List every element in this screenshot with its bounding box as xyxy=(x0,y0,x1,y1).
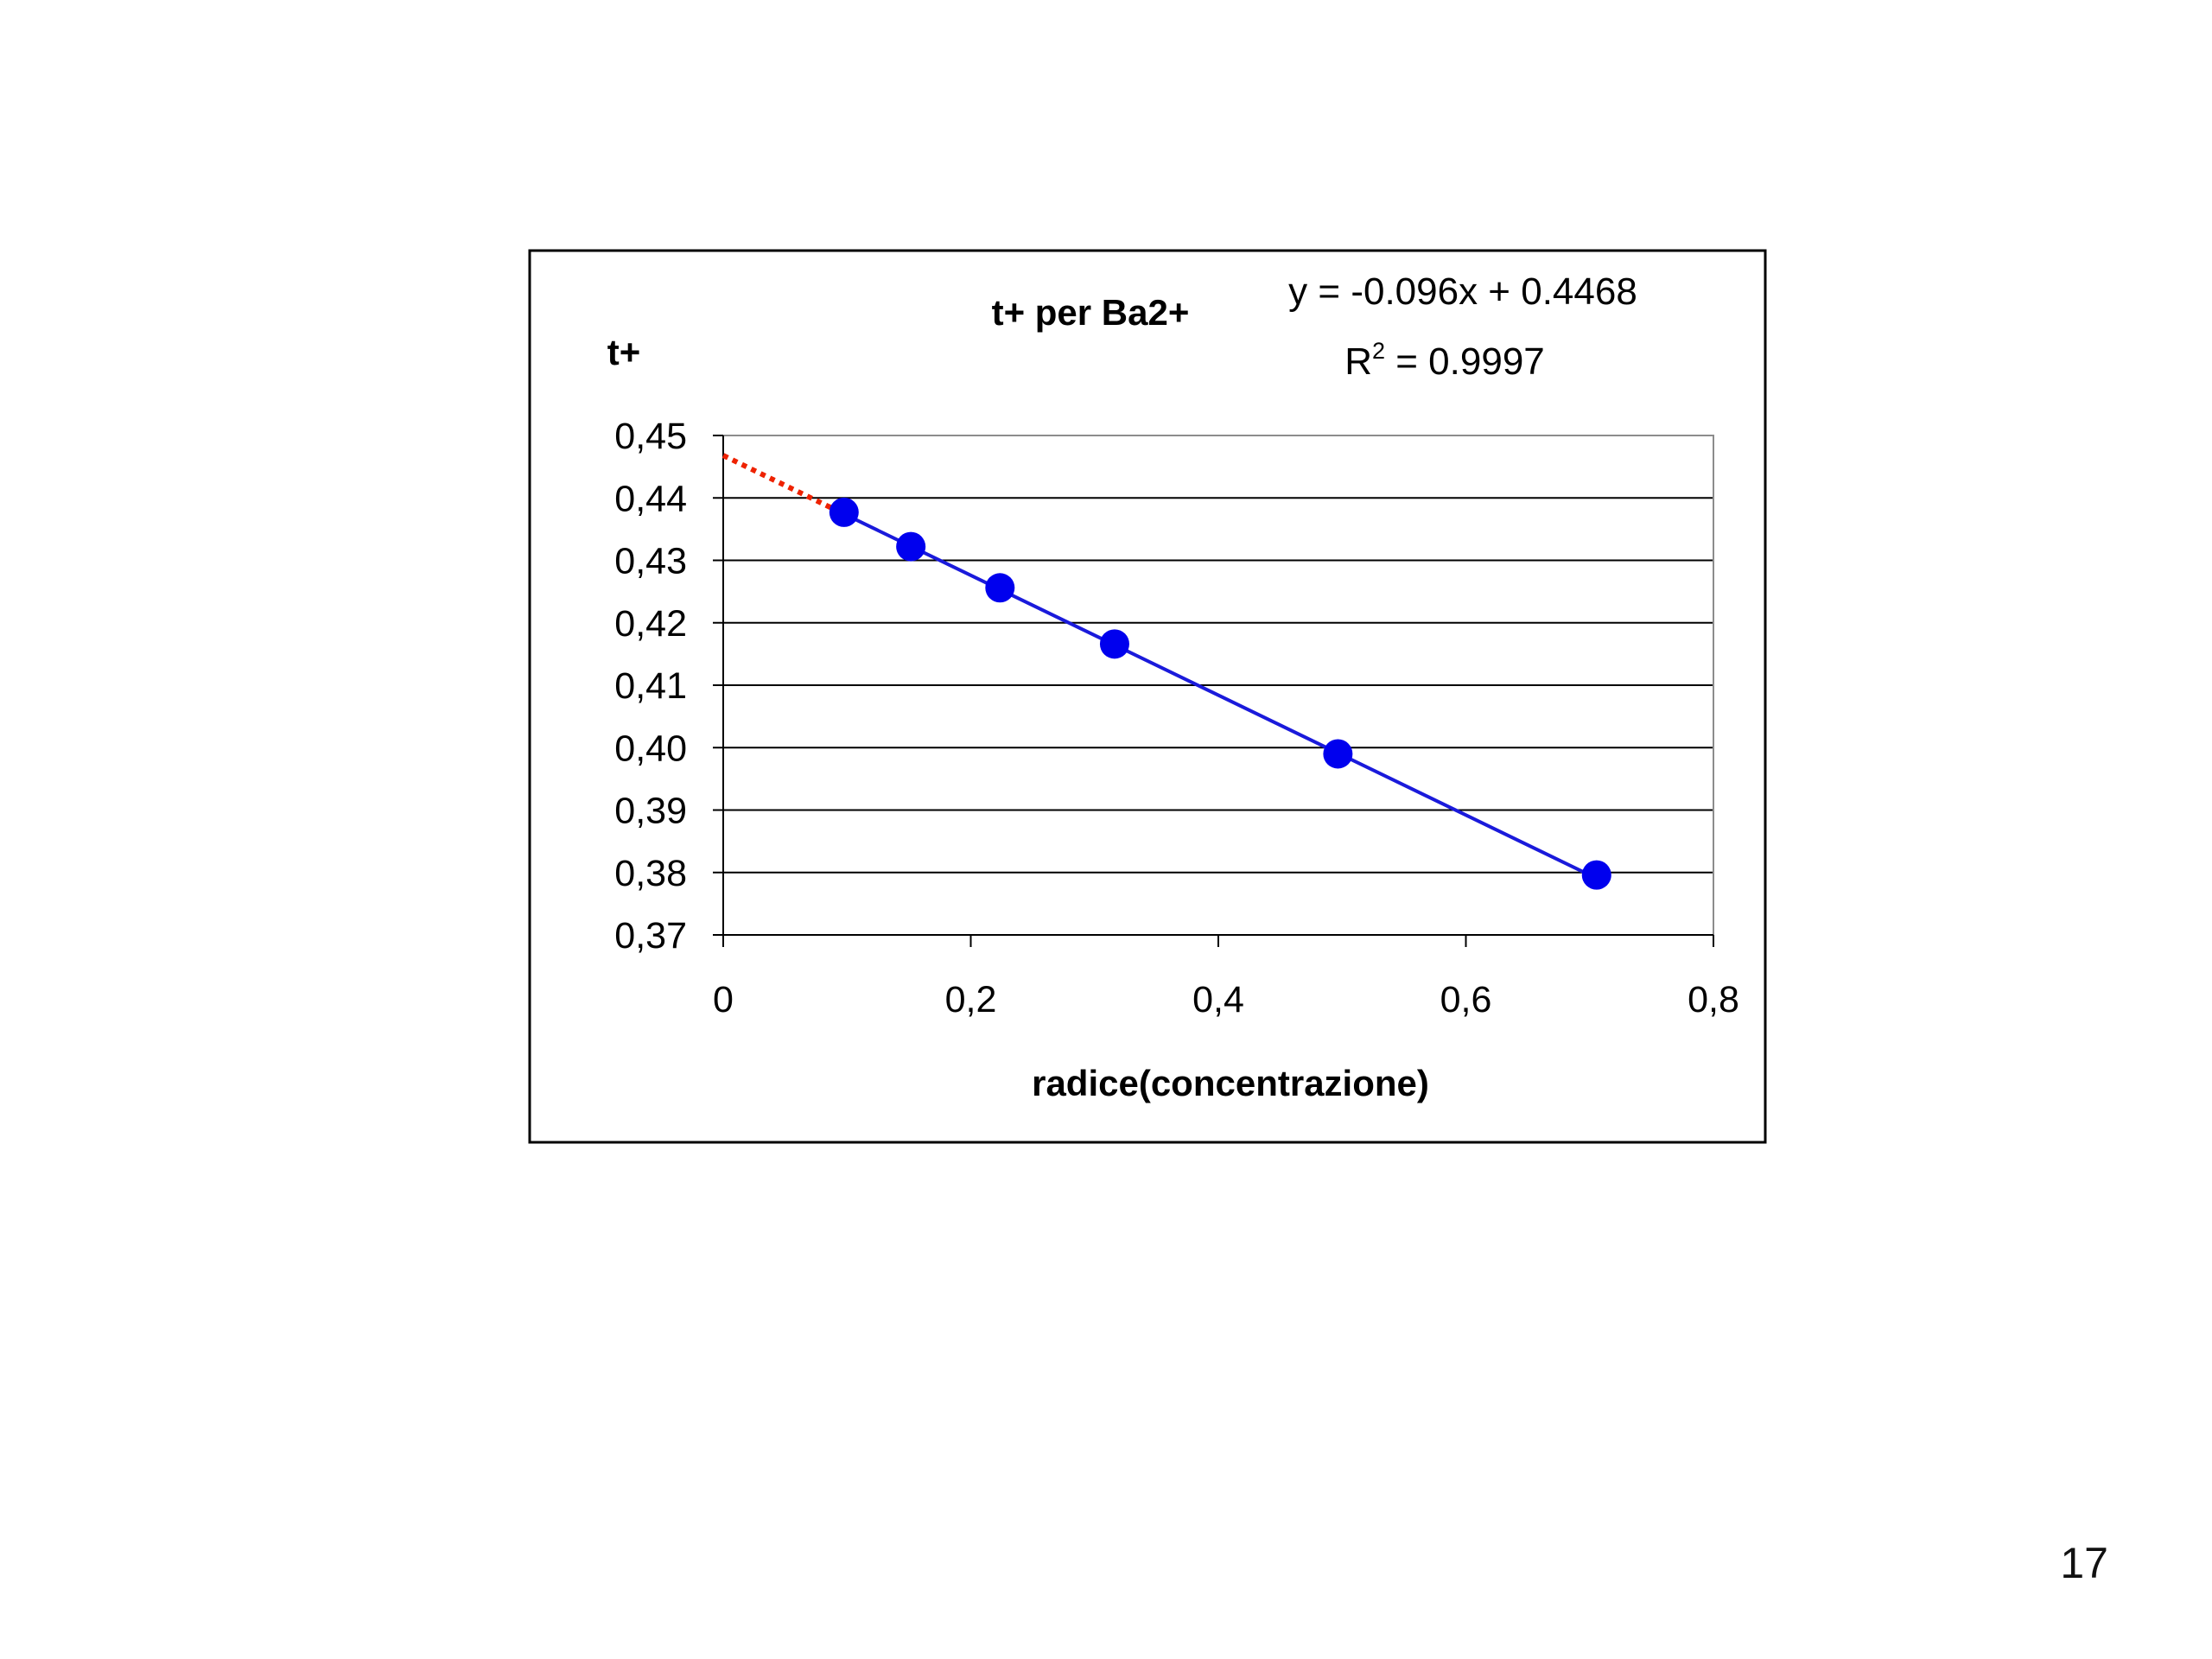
y-tick-label: 0,38 xyxy=(614,853,687,894)
y-tick-label: 0,37 xyxy=(614,915,687,957)
y-tick-label: 0,45 xyxy=(614,416,687,457)
x-tick-label: 0,2 xyxy=(945,979,997,1020)
y-tick-label: 0,44 xyxy=(614,478,687,519)
x-axis-label: radice(concentrazione) xyxy=(1032,1063,1429,1103)
chart-frame xyxy=(528,249,1767,1144)
r2-exponent: 2 xyxy=(1372,338,1385,364)
data-points xyxy=(829,497,1611,890)
gridlines xyxy=(723,435,1713,874)
y-axis-label: t+ xyxy=(607,332,641,372)
page-number: 17 xyxy=(2060,1539,2108,1587)
data-point xyxy=(1581,860,1611,890)
y-axis: 0,37 0,38 0,39 0,40 0,41 0,42 0,43 0,44 0,45 xyxy=(614,416,724,957)
trendline-fit xyxy=(842,512,1598,880)
trendline-extrapolation xyxy=(721,453,846,517)
x-tick-label: 0,4 xyxy=(1192,979,1244,1020)
y-tick-label: 0,42 xyxy=(614,603,687,645)
data-point xyxy=(829,497,859,527)
x-tick-label: 0,8 xyxy=(1688,979,1739,1020)
r2-prefix: R xyxy=(1344,340,1372,383)
trendline xyxy=(721,453,1598,880)
y-tick-label: 0,39 xyxy=(614,791,687,832)
trendline-equation: y = -0.096x + 0.4468 xyxy=(1288,270,1637,313)
data-point xyxy=(896,531,926,562)
data-point xyxy=(985,573,1015,603)
x-tick-label: 0 xyxy=(713,979,734,1020)
chart-title: t+ per Ba2+ xyxy=(992,292,1190,333)
r2-value: = 0.9997 xyxy=(1385,340,1545,383)
x-tick-label: 0,6 xyxy=(1440,979,1492,1020)
y-tick-label: 0,41 xyxy=(614,665,687,707)
y-tick-label: 0,40 xyxy=(614,728,687,769)
trendline-r-squared: R2 = 0.9997 xyxy=(1344,338,1545,383)
x-axis: 0 0,2 0,4 0,6 0,8 xyxy=(713,934,1739,1020)
data-point xyxy=(1323,739,1353,769)
data-point xyxy=(1099,629,1129,659)
y-tick-label: 0,43 xyxy=(614,541,687,582)
